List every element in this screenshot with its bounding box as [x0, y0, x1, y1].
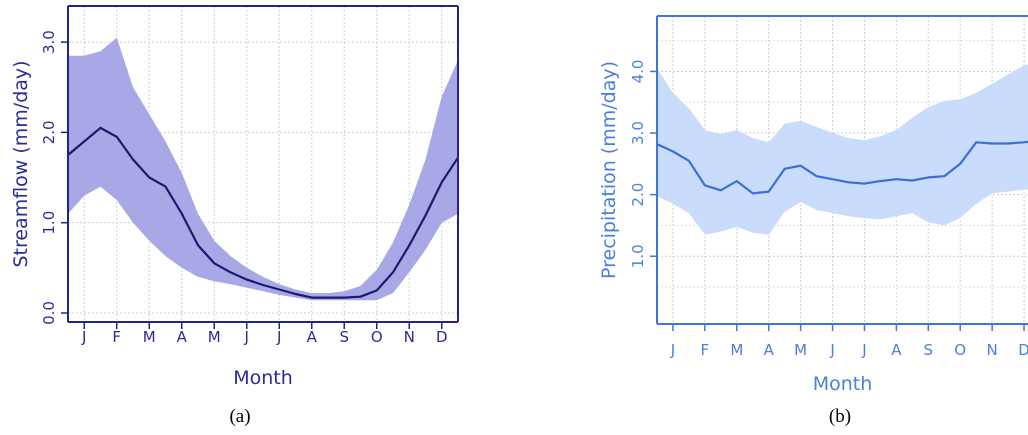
x-tick-label: O [954, 341, 966, 359]
y-axis-title: Streamflow (mm/day) [10, 60, 32, 267]
x-tick-label: D [436, 328, 448, 346]
x-tick-label: J [861, 341, 866, 359]
x-tick-label: F [701, 341, 710, 359]
x-tick-label: N [404, 328, 415, 346]
median-line [67, 126, 459, 299]
x-tick-label: F [112, 328, 121, 346]
x-tick-label: M [730, 341, 743, 359]
y-tick-label: 2.0 [40, 120, 58, 144]
x-tick-label: N [987, 341, 998, 359]
x-tick-label: O [371, 328, 383, 346]
x-tick-label: A [891, 341, 902, 359]
y-tick-label: 0.0 [40, 301, 58, 325]
x-tick-label: J [670, 341, 675, 359]
x-tick-label: A [764, 341, 775, 359]
y-tick-label: 1.0 [40, 211, 58, 235]
x-tick-label: J [829, 341, 834, 359]
y-tick-label: 3.0 [40, 30, 58, 54]
streamflow-chart: J F M A M J J A S O N D 0.0 1.0 2.0 3.0 Month Streamflow … [10, 5, 459, 389]
x-tick-label: J [276, 328, 281, 346]
caption-b: (b) [829, 406, 851, 427]
precipitation-chart: J F M A M J J A S O N D 1.0 2.0 3.0 4.0 Month Precipitati… [598, 15, 1028, 395]
x-axis-title: Month [233, 367, 293, 389]
caption-a: (a) [229, 406, 250, 427]
x-tick-label: M [143, 328, 156, 346]
median-line [656, 140, 1028, 195]
x-tick-label: M [794, 341, 807, 359]
y-tick-label: 1.0 [629, 244, 647, 268]
x-tick-label: J [244, 328, 249, 346]
x-tick-label: S [339, 328, 349, 346]
uncertainty-band [68, 37, 458, 301]
x-tick-label: A [307, 328, 318, 346]
x-tick-label: D [1018, 341, 1028, 359]
y-tick-label: 3.0 [629, 121, 647, 145]
y-axis-title: Precipitation (mm/day) [598, 61, 620, 279]
x-tick-label: M [208, 328, 221, 346]
y-tick-label: 2.0 [629, 183, 647, 207]
x-tick-label: A [177, 328, 188, 346]
x-tick-label: S [924, 341, 934, 359]
x-tick-label: J [81, 328, 86, 346]
y-tick-label: 4.0 [629, 60, 647, 84]
x-axis-title: Month [813, 373, 873, 395]
